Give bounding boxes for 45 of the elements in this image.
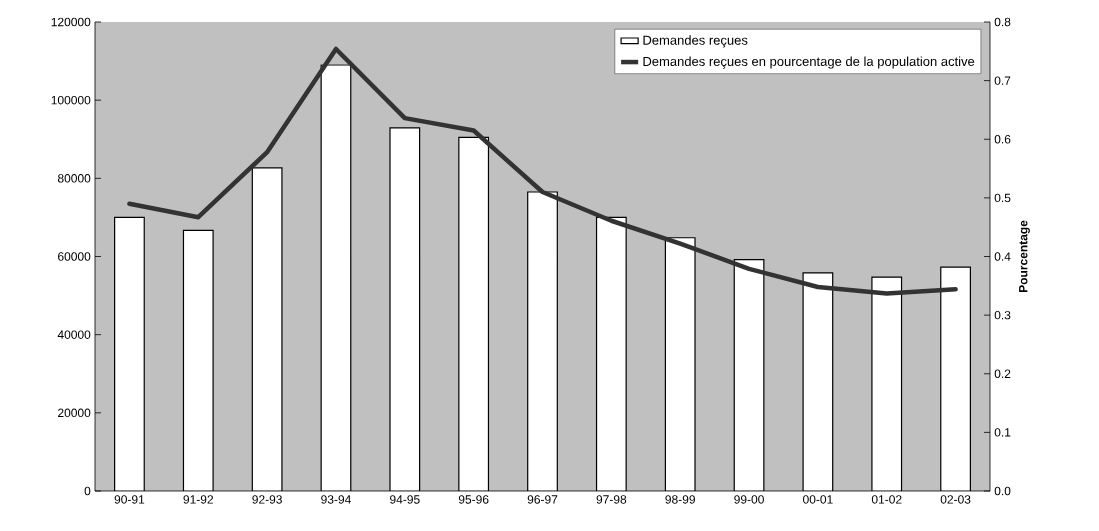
x-tick-label: 96-97 xyxy=(527,495,558,504)
x-tick-label: 98-99 xyxy=(665,495,695,504)
x-tick-label: 90-91 xyxy=(114,495,145,504)
y2-tick-label: 0.6 xyxy=(994,135,1011,144)
y2-tick-label: 0.4 xyxy=(994,252,1011,261)
bar xyxy=(734,259,764,491)
bar xyxy=(183,230,214,491)
y2-tick-label: 0.7 xyxy=(994,76,1011,85)
y2-tick-label: 0.5 xyxy=(994,193,1011,203)
bar xyxy=(803,272,833,491)
x-tick-label: 91-92 xyxy=(183,495,214,504)
bar xyxy=(114,217,145,491)
y-tick-label: 100000 xyxy=(51,95,91,105)
y2-tick-label: 0.2 xyxy=(994,369,1011,378)
x-tick-label: 97-98 xyxy=(596,495,627,504)
y-tick-label: 80000 xyxy=(57,174,91,183)
y-tick-label: 20000 xyxy=(58,408,91,418)
x-tick-label: 01-02 xyxy=(871,495,902,504)
bar xyxy=(596,217,627,491)
y2-tick-label: 0.1 xyxy=(994,428,1011,437)
x-tick-label: 02-03 xyxy=(940,495,971,504)
x-tick-label: 00-01 xyxy=(803,495,833,504)
bar xyxy=(527,192,558,491)
bar xyxy=(871,277,902,491)
bar xyxy=(458,137,489,491)
y2-tick-label: 0.0 xyxy=(994,486,1011,496)
x-tick-label: 92-93 xyxy=(252,495,282,504)
y2-axis-title: Pourcentage xyxy=(1019,220,1030,293)
legend-label: Demandes reçues xyxy=(643,35,748,48)
x-tick-label: 99-00 xyxy=(734,495,764,504)
y-tick-label: 40000 xyxy=(57,330,91,339)
y2-tick-label: 0.8 xyxy=(994,17,1011,27)
bar xyxy=(390,127,420,491)
y-tick-label: 120000 xyxy=(51,17,91,27)
x-tick-label: 94-95 xyxy=(390,495,420,504)
bar xyxy=(252,167,282,491)
bar xyxy=(321,64,351,491)
bar xyxy=(940,266,971,491)
y-tick-label: 0 xyxy=(84,486,91,496)
y-tick-label: 60000 xyxy=(58,252,91,261)
y2-tick-label: 0.3 xyxy=(994,310,1011,320)
x-tick-label: 95-96 xyxy=(458,495,489,504)
bar xyxy=(665,237,695,491)
legend-label: Demandes reçues en pourcentage de la population active xyxy=(643,56,975,69)
x-tick-label: 93-94 xyxy=(321,495,351,504)
